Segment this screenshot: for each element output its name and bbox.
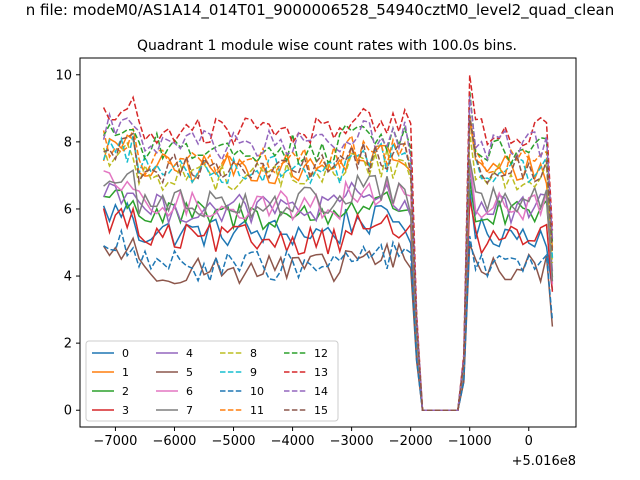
series-line-14 xyxy=(102,95,554,411)
legend-label-7: 7 xyxy=(186,404,193,417)
y-tick-label: 2 xyxy=(64,337,72,352)
x-tick-label: −4000 xyxy=(271,434,315,449)
legend-label-10: 10 xyxy=(250,385,264,398)
x-tick-label: −2000 xyxy=(389,434,433,449)
series-line-13 xyxy=(102,75,554,411)
chart-title: Quadrant 1 module wise count rates with … xyxy=(137,38,517,54)
series-line-15 xyxy=(103,115,554,411)
legend-label-2: 2 xyxy=(122,385,129,398)
y-tick-label: 8 xyxy=(64,135,72,150)
legend-label-9: 9 xyxy=(250,366,257,379)
x-tick-label: −3000 xyxy=(330,434,374,449)
series-line-10 xyxy=(103,228,554,411)
legend-label-3: 3 xyxy=(122,404,129,417)
series-line-8 xyxy=(102,131,554,411)
series-line-7 xyxy=(103,159,554,411)
legend-label-1: 1 xyxy=(122,366,129,379)
legend-label-6: 6 xyxy=(186,385,193,398)
series-line-6 xyxy=(103,158,554,411)
legend-label-8: 8 xyxy=(250,347,257,360)
x-tick-label: −1000 xyxy=(448,434,492,449)
series-line-0 xyxy=(102,190,554,411)
figure-suptitle: n file: modeM0/AS1A14_014T01_9000006528_… xyxy=(25,1,615,19)
legend-label-12: 12 xyxy=(314,347,328,360)
x-tick-label: −7000 xyxy=(93,434,137,449)
y-tick-label: 10 xyxy=(55,68,72,83)
x-tick-label: −5000 xyxy=(212,434,256,449)
legend-box xyxy=(85,340,339,422)
x-tick-label: 0 xyxy=(525,434,533,449)
series-layer xyxy=(102,75,554,411)
series-line-11 xyxy=(102,115,554,411)
legend-label-15: 15 xyxy=(314,404,328,417)
series-line-4 xyxy=(102,166,554,411)
x-tick-label: −6000 xyxy=(152,434,196,449)
series-line-3 xyxy=(102,198,554,411)
legend-label-4: 4 xyxy=(186,347,193,360)
plot-frame xyxy=(79,57,577,428)
legend-label-0: 0 xyxy=(122,347,129,360)
y-tick-label: 6 xyxy=(64,202,72,217)
legend-label-11: 11 xyxy=(250,404,264,417)
legend-label-13: 13 xyxy=(314,366,328,379)
legend-label-14: 14 xyxy=(314,385,328,398)
y-tick-label: 0 xyxy=(64,404,72,419)
x-offset-label: +5.016e8 xyxy=(512,454,576,469)
y-tick-label: 4 xyxy=(64,270,72,285)
series-line-12 xyxy=(102,90,554,411)
axes-layer: −7000 −6000 −5000 −4000 −3000 −2000 −1000 0 0 2 4 6… xyxy=(55,68,532,449)
legend-label-5: 5 xyxy=(186,366,193,379)
